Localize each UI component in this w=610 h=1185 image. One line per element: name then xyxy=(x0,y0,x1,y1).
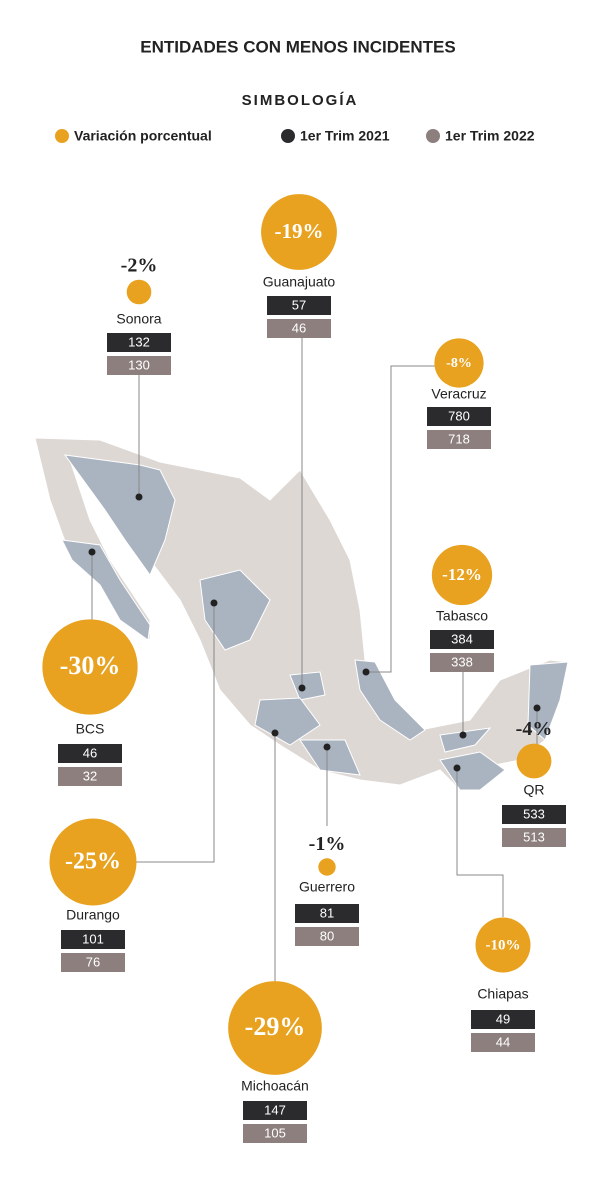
entity-name: Guanajuato xyxy=(263,274,336,290)
entity-name: Durango xyxy=(66,907,120,923)
legend-label: 1er Trim 2022 xyxy=(445,128,535,144)
entity-name: Tabasco xyxy=(436,608,488,624)
value-2021: 81 xyxy=(320,905,334,920)
legend-label: 1er Trim 2021 xyxy=(300,128,390,144)
value-2021: 384 xyxy=(451,631,473,646)
box-2022 xyxy=(243,1124,307,1143)
map-dot xyxy=(210,599,218,607)
leader-line xyxy=(136,603,215,863)
box-2021 xyxy=(107,333,171,352)
value-2021: 46 xyxy=(83,745,97,760)
map-dot xyxy=(271,729,279,737)
box-2021 xyxy=(502,805,566,824)
box-2021 xyxy=(243,1101,307,1120)
box-2022 xyxy=(471,1033,535,1052)
box-2021 xyxy=(267,296,331,315)
value-2022: 44 xyxy=(496,1034,510,1049)
value-2022: 32 xyxy=(83,768,97,783)
value-2022: 76 xyxy=(86,954,100,969)
variation-label: -30% xyxy=(60,651,121,680)
value-2021: 49 xyxy=(496,1011,510,1026)
legend-label: Variación porcentual xyxy=(74,128,212,144)
legend-title: SIMBOLOGÍA xyxy=(242,92,359,109)
box-2022 xyxy=(295,927,359,946)
value-2021: 533 xyxy=(523,806,545,821)
box-2021 xyxy=(295,904,359,923)
variation-label: -2% xyxy=(121,254,158,276)
value-2021: 57 xyxy=(292,297,306,312)
box-2021 xyxy=(430,630,494,649)
value-2022: 513 xyxy=(523,829,545,844)
box-2021 xyxy=(427,407,491,426)
value-2022: 338 xyxy=(451,654,473,669)
box-2022 xyxy=(61,953,125,972)
box-2022 xyxy=(430,653,494,672)
box-2022 xyxy=(502,828,566,847)
title: ENTIDADES CON MENOS INCIDENTES xyxy=(140,37,455,56)
variation-circle xyxy=(49,818,137,906)
entity-name: Guerrero xyxy=(299,879,355,895)
legend-swatch xyxy=(55,129,69,143)
value-2022: 130 xyxy=(128,357,150,372)
entity-name: BCS xyxy=(76,721,105,737)
variation-label: -8% xyxy=(446,356,472,371)
box-2022 xyxy=(427,430,491,449)
variation-circle xyxy=(434,338,484,388)
variation-label: -1% xyxy=(309,833,346,855)
map-dot xyxy=(88,548,96,556)
box-2021 xyxy=(61,930,125,949)
variation-label: -19% xyxy=(275,219,324,243)
variation-circle xyxy=(516,743,552,779)
value-2021: 132 xyxy=(128,334,150,349)
map-dot xyxy=(298,684,306,692)
variation-label: -29% xyxy=(245,1012,306,1041)
variation-label: -25% xyxy=(65,849,121,875)
variation-circle xyxy=(261,194,337,270)
entity-name: Sonora xyxy=(116,311,161,327)
box-2021 xyxy=(58,744,122,763)
map-dot xyxy=(459,731,467,739)
value-2021: 147 xyxy=(264,1102,286,1117)
variation-circle xyxy=(42,619,138,715)
map-dot xyxy=(135,493,143,501)
variation-label: -4% xyxy=(516,718,553,740)
variation-circle xyxy=(126,279,152,305)
value-2021: 780 xyxy=(448,408,470,423)
legend-swatch xyxy=(281,129,295,143)
box-2022 xyxy=(107,356,171,375)
variation-label: -12% xyxy=(442,565,482,584)
legend-swatch xyxy=(426,129,440,143)
variation-circle xyxy=(228,981,322,1075)
leader-line xyxy=(366,365,435,673)
variation-circle xyxy=(475,917,531,973)
value-2022: 80 xyxy=(320,928,334,943)
entity-name: Chiapas xyxy=(477,986,528,1002)
map-dot xyxy=(362,668,370,676)
box-2022 xyxy=(267,319,331,338)
map-dot xyxy=(533,704,541,712)
variation-circle xyxy=(431,544,493,606)
value-2021: 101 xyxy=(82,931,104,946)
variation-label: -10% xyxy=(486,937,521,953)
map-dot xyxy=(323,743,331,751)
variation-circle xyxy=(318,858,336,876)
leader-line xyxy=(456,768,504,917)
value-2022: 46 xyxy=(292,320,306,335)
value-2022: 718 xyxy=(448,431,470,446)
map-dot xyxy=(453,764,461,772)
entity-name: QR xyxy=(524,782,545,798)
box-2021 xyxy=(471,1010,535,1029)
value-2022: 105 xyxy=(264,1125,286,1140)
box-2022 xyxy=(58,767,122,786)
entity-name: Michoacán xyxy=(241,1078,309,1094)
entity-name: Veracruz xyxy=(431,386,486,402)
